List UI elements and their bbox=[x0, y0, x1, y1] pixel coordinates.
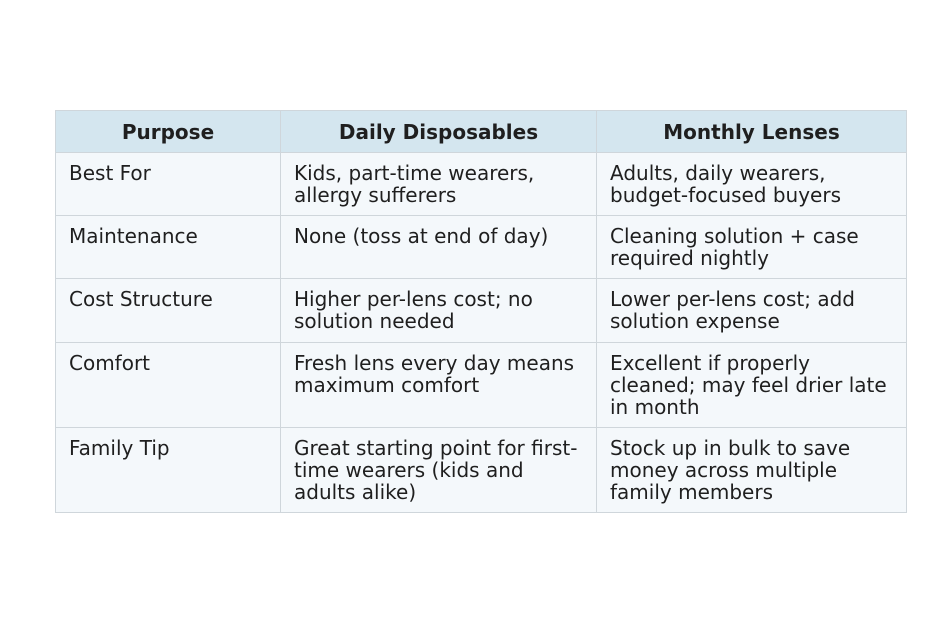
table-row: Maintenance None (toss at end of day) Cl… bbox=[55, 215, 907, 279]
table-row: Cost Structure Higher per-lens cost; no … bbox=[55, 278, 907, 343]
header-daily-disposables: Daily Disposables bbox=[280, 110, 597, 153]
table-row: Comfort Fresh lens every day means maxim… bbox=[55, 342, 907, 428]
header-purpose: Purpose bbox=[55, 110, 281, 153]
comparison-table: Purpose Daily Disposables Monthly Lenses… bbox=[55, 110, 907, 513]
header-row: Purpose Daily Disposables Monthly Lenses bbox=[55, 110, 907, 153]
row-label: Comfort bbox=[55, 342, 281, 428]
daily-cell: Great starting point for first-time wear… bbox=[280, 427, 597, 513]
monthly-cell: Cleaning solution + case required nightl… bbox=[596, 215, 907, 279]
monthly-cell: Lower per-lens cost; add solution expens… bbox=[596, 278, 907, 343]
monthly-cell: Excellent if properly cleaned; may feel … bbox=[596, 342, 907, 428]
daily-cell: Kids, part-time wearers, allergy suffere… bbox=[280, 152, 597, 216]
table-row: Family Tip Great starting point for firs… bbox=[55, 427, 907, 513]
row-label: Best For bbox=[55, 152, 281, 216]
daily-cell: Fresh lens every day means maximum comfo… bbox=[280, 342, 597, 428]
monthly-cell: Stock up in bulk to save money across mu… bbox=[596, 427, 907, 513]
header-monthly-lenses: Monthly Lenses bbox=[596, 110, 907, 153]
daily-cell: Higher per-lens cost; no solution needed bbox=[280, 278, 597, 343]
monthly-cell: Adults, daily wearers, budget-focused bu… bbox=[596, 152, 907, 216]
row-label: Family Tip bbox=[55, 427, 281, 513]
table-row: Best For Kids, part-time wearers, allerg… bbox=[55, 152, 907, 216]
table-header: Purpose Daily Disposables Monthly Lenses bbox=[55, 110, 907, 153]
table-body: Best For Kids, part-time wearers, allerg… bbox=[55, 152, 907, 513]
row-label: Maintenance bbox=[55, 215, 281, 279]
daily-cell: None (toss at end of day) bbox=[280, 215, 597, 279]
row-label: Cost Structure bbox=[55, 278, 281, 343]
